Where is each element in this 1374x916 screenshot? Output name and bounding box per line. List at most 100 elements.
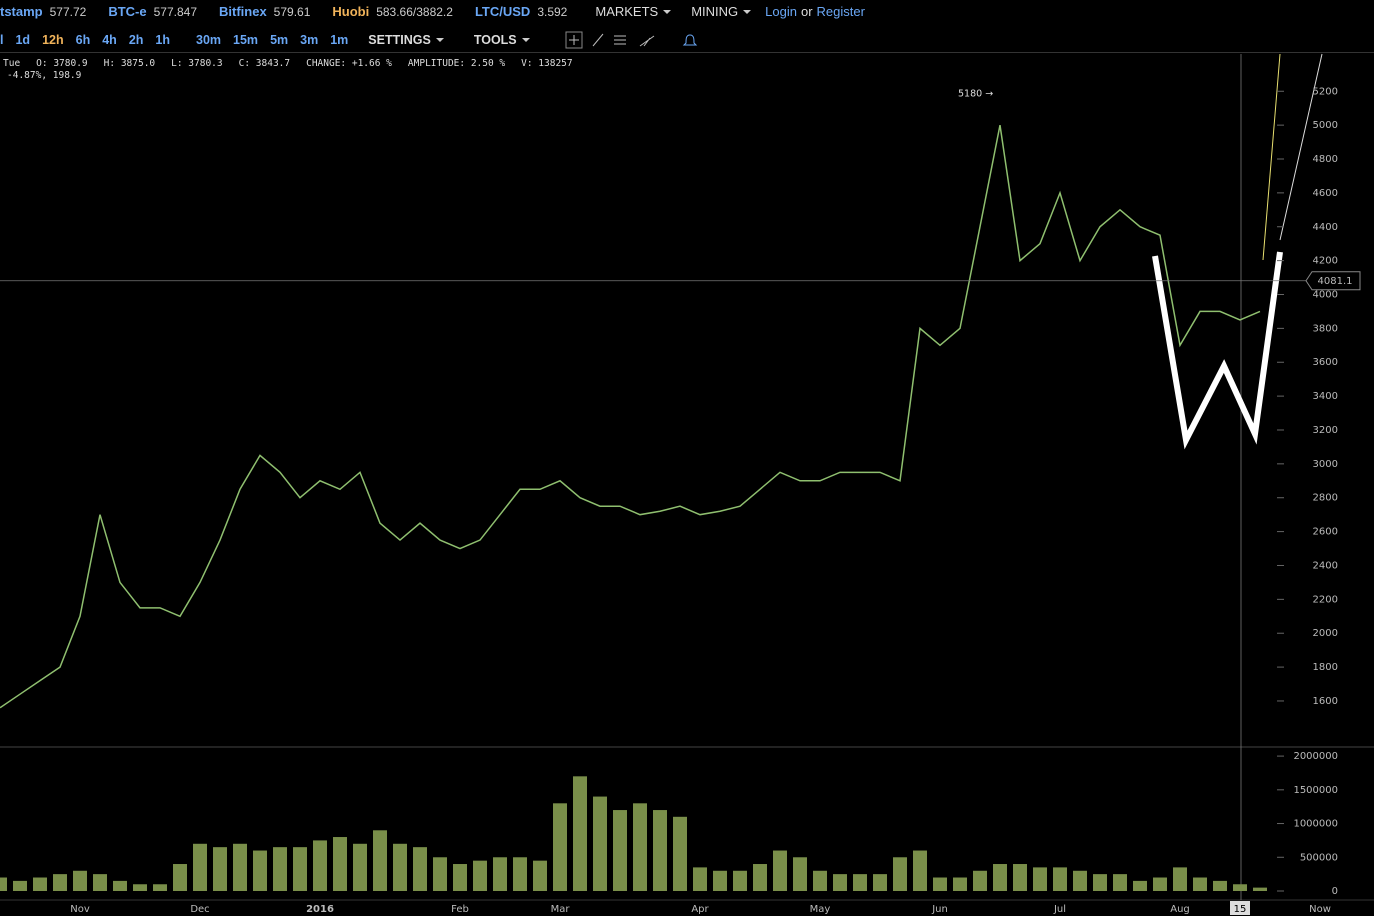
- y-tick-label: 3000: [1313, 459, 1338, 470]
- x-tick-label: Nov: [70, 904, 90, 915]
- interval[interactable]: l: [0, 33, 4, 47]
- volume-bar: [593, 796, 607, 891]
- y-tick-label: 2600: [1313, 527, 1338, 538]
- volume-bar: [473, 860, 487, 891]
- volume-bar: [33, 877, 47, 891]
- ohlc-value: V: 138257: [521, 58, 573, 69]
- y-tick-label: 500000: [1300, 852, 1338, 863]
- volume-bar: [773, 850, 787, 891]
- volume-bar: [233, 843, 247, 891]
- volume-bar: [933, 877, 947, 891]
- volume-bar: [573, 776, 587, 891]
- ohlc-value: C: 3843.7: [238, 58, 291, 69]
- volume-bar: [53, 874, 67, 891]
- volume-bar: [1093, 874, 1107, 891]
- w-drawing: [1152, 251, 1283, 450]
- volume-bar: [813, 870, 827, 891]
- ohlc-value: O: 3780.9: [36, 58, 88, 69]
- x-tick-label: Apr: [691, 904, 709, 915]
- ticker[interactable]: Huobi 583.66/3882.2: [332, 4, 453, 19]
- ticker[interactable]: BTC-e 577.847: [108, 4, 197, 19]
- register-link[interactable]: Register: [816, 3, 865, 19]
- price-label: 4081.1: [1318, 276, 1353, 287]
- ticker-name: Bitfinex: [219, 3, 267, 19]
- y-tick-label: 4400: [1313, 222, 1338, 233]
- info: Tue O: 3780.9 H: 3875.0 L: 3780.3 C: 3843.7 C…: [3, 58, 589, 82]
- volume-bar: [1153, 877, 1167, 891]
- interval[interactable]: 2h: [128, 33, 144, 47]
- y-tick-label: 2200: [1313, 594, 1338, 605]
- volume-bar: [13, 880, 27, 891]
- volume-bar: [1033, 867, 1047, 891]
- volume-bar: [953, 877, 967, 891]
- volume-bar: [553, 803, 567, 891]
- interval[interactable]: 12h: [42, 33, 64, 47]
- volume-bar: [193, 843, 207, 891]
- volume-bar: [893, 857, 907, 891]
- y-tick-label: 2000000: [1293, 751, 1338, 762]
- ohlc-value: CHANGE: +1.66 %: [306, 58, 392, 69]
- volume-bar: [513, 857, 527, 891]
- x-tick-label: Aug: [1170, 904, 1190, 915]
- volume-bar: [293, 847, 307, 891]
- volume-bar: [1253, 887, 1267, 891]
- volume-bar: [973, 870, 987, 891]
- volume-bar: [353, 843, 367, 891]
- interval[interactable]: 1h: [155, 33, 170, 47]
- change-line: -4.87%, 198.9: [7, 70, 82, 81]
- volume-bar: [793, 857, 807, 891]
- x-label-box: [1230, 901, 1250, 915]
- ticker[interactable]: tstamp 577.72: [0, 4, 86, 19]
- x-tick-label: 2016: [306, 904, 334, 915]
- interval[interactable]: 15m: [233, 33, 259, 47]
- volume-bar: [853, 874, 867, 891]
- volume-bar: [1213, 880, 1227, 891]
- trend-line: [1279, 53, 1323, 241]
- ticker-name: tstamp: [0, 3, 43, 19]
- volume-bar: [153, 884, 167, 891]
- volume-bar: [1233, 884, 1247, 891]
- x-tick-label: 15: [1234, 904, 1247, 915]
- interval[interactable]: 30m: [196, 33, 222, 47]
- y-tick-label: 5200: [1313, 86, 1338, 97]
- interval[interactable]: 5m: [270, 33, 289, 47]
- interval[interactable]: 1m: [330, 33, 349, 47]
- ticker-value: 577.847: [153, 4, 197, 19]
- login-link[interactable]: Login: [765, 3, 797, 19]
- y-tick-label: 2800: [1313, 493, 1338, 504]
- menu[interactable]: MINING: [691, 4, 751, 19]
- toolbar: l 1d 12h 6h 4h 2h 1h 30m 15m 5m 3m 1m SETTINGS TOOLS: [0, 28, 1374, 53]
- trend-line: [1262, 53, 1281, 261]
- volume-bar: [1073, 870, 1087, 891]
- interval[interactable]: 3m: [300, 33, 319, 47]
- settings-menu[interactable]: SETTINGS: [368, 33, 444, 47]
- or-text: or: [800, 3, 813, 19]
- tool-icons[interactable]: [550, 30, 710, 50]
- menu[interactable]: MARKETS: [595, 4, 671, 19]
- price-label-box: [1305, 271, 1361, 291]
- volume-bar: [253, 850, 267, 891]
- volume-bar: [133, 884, 147, 891]
- y-tick-label: 3600: [1313, 357, 1338, 368]
- ohlc-value: Tue: [3, 58, 21, 69]
- header: tstamp 577.72 BTC-e 577.847 Bitfinex 579.61 Hu…: [0, 0, 1374, 22]
- ticker[interactable]: Bitfinex 579.61: [219, 4, 310, 19]
- volume-bar: [93, 874, 107, 891]
- y-tick-label: 2400: [1313, 560, 1338, 571]
- ticker-name: Huobi: [332, 3, 370, 19]
- volume-bar: [273, 847, 287, 891]
- volume-bar: [333, 837, 347, 891]
- volume-bar: [373, 830, 387, 891]
- ohlc-line: Tue O: 3780.9 H: 3875.0 L: 3780.3 C: 3843.7 C…: [3, 58, 589, 70]
- volume-bar: [633, 803, 647, 891]
- y-tick-label: 4000: [1313, 289, 1338, 300]
- ticker[interactable]: LTC/USD 3.592: [475, 4, 567, 19]
- x-tick-label: May: [810, 904, 831, 915]
- y-tick-label: 4600: [1313, 188, 1338, 199]
- tools-menu[interactable]: TOOLS: [474, 33, 530, 47]
- interval[interactable]: 1d: [15, 33, 31, 47]
- interval[interactable]: 4h: [102, 33, 117, 47]
- interval[interactable]: 6h: [75, 33, 91, 47]
- volume-bar: [113, 880, 127, 891]
